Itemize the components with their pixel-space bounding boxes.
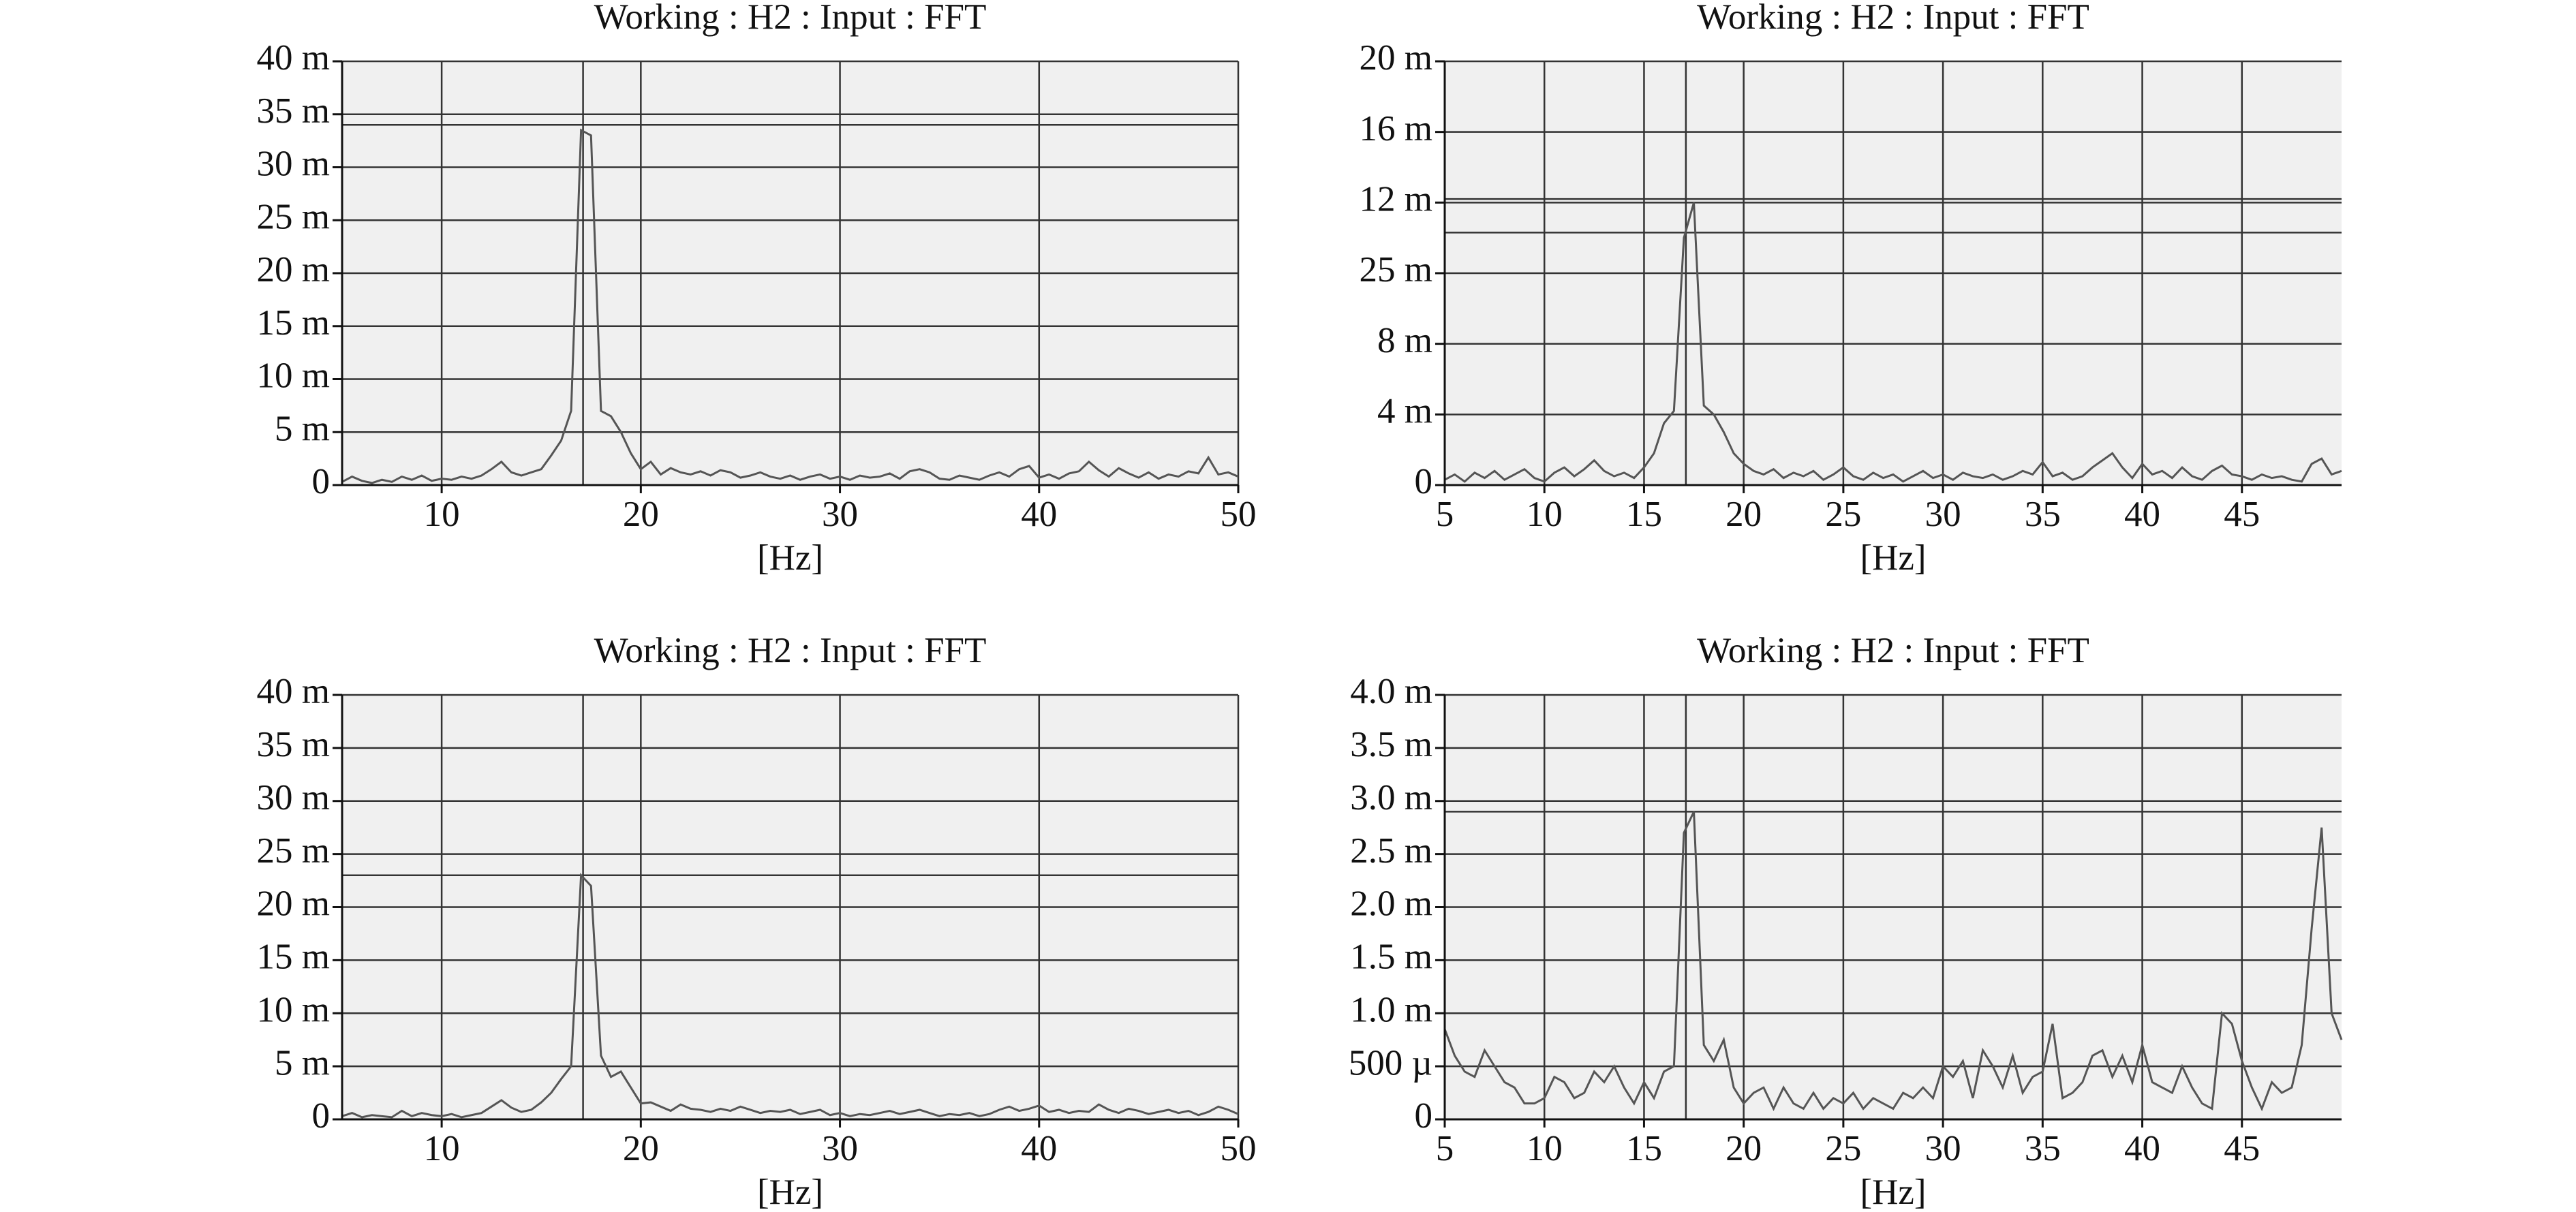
y-tick-label: 12 m [1360,179,1432,219]
x-tick-label: 45 [2224,495,2260,534]
y-tick-label: 20 m [1360,38,1432,78]
y-tick-label: 1.5 m [1350,937,1432,977]
y-tick-label: 8 m [1377,321,1432,360]
chart-title: Working : H2 : Input : FFT [594,0,987,37]
y-tick-label: 16 m [1360,109,1432,149]
x-tick-label: 10 [1527,1129,1563,1168]
y-tick-label: 10 m [257,990,330,1029]
x-tick-label: 40 [2124,1129,2160,1168]
x-axis-label: [Hz] [757,538,823,578]
y-tick-label: 500 µ [1349,1043,1432,1083]
fft-line [341,128,1239,484]
x-axis-label: [Hz] [1860,1172,1926,1212]
x-tick-label: 35 [2025,1129,2061,1168]
fft-line [341,873,1239,1119]
y-tick-label: 0 [312,1096,331,1136]
x-tick-label: 5 [1436,1129,1454,1168]
y-tick-label: 2.0 m [1350,884,1432,924]
x-tick-label: 40 [1021,1129,1057,1168]
y-tick-label: 2.5 m [1350,831,1432,871]
x-tick-label: 20 [1726,1129,1762,1168]
fft-chart: Working : H2 : Input : FFT 0 500 µ 1.0 m 1.5… [1349,631,2343,1212]
y-tick-label: 0 [312,462,331,501]
x-tick-label: 30 [1925,495,1961,534]
fft-chart: Working : H2 : Input : FFT 0 5 m 10 m 15 m 20… [257,631,1257,1212]
x-tick-label: 30 [822,495,858,534]
x-tick-label: 30 [1925,1129,1961,1168]
x-tick-label: 5 [1436,495,1454,534]
y-tick-label: 15 m [257,937,330,977]
x-tick-label: 20 [1726,495,1762,534]
y-tick-label: 40 m [257,38,330,78]
x-tick-label: 50 [1221,495,1257,534]
x-tick-label: 25 [1825,495,1861,534]
y-tick-label: 5 m [275,409,330,448]
y-tick-label: 40 m [257,672,330,711]
y-tick-label: 30 m [257,778,330,818]
x-tick-label: 40 [1021,495,1057,534]
y-tick-label: 15 m [257,303,330,343]
y-tick-label: 5 m [275,1043,330,1083]
y-tick-label: 1.0 m [1350,990,1432,1029]
chart-title: Working : H2 : Input : FFT [1697,0,2089,37]
y-tick-label: 10 m [257,356,330,396]
x-tick-label: 30 [822,1129,858,1168]
x-tick-label: 45 [2224,1129,2260,1168]
x-axis-label: [Hz] [1860,538,1926,578]
x-tick-label: 20 [623,1129,659,1168]
x-tick-label: 10 [424,1129,460,1168]
y-tick-label: 0 [1415,1096,1433,1136]
y-tick-label: 3.5 m [1350,725,1432,764]
x-tick-label: 10 [1527,495,1563,534]
x-tick-label: 50 [1221,1129,1257,1168]
x-axis-label: [Hz] [757,1172,823,1212]
y-tick-label: 35 m [257,725,330,764]
chart-title: Working : H2 : Input : FFT [594,631,987,670]
x-tick-label: 20 [623,495,659,534]
x-tick-label: 10 [424,495,460,534]
y-tick-label: 25 m [257,831,330,871]
y-tick-label: 20 m [257,250,330,290]
fft-line [1443,811,2343,1112]
x-tick-label: 25 [1825,1129,1861,1168]
y-tick-label: 4 m [1377,391,1432,431]
y-tick-label: 25 m [1360,250,1432,290]
fft-chart: Working : H2 : Input : FFT 0 4 m 8 m 25 m 12 … [1360,0,2342,578]
fft-chart: Working : H2 : Input : FFT 0 5 m 10 m 15 m 20… [257,0,1257,578]
chart-title: Working : H2 : Input : FFT [1697,631,2089,670]
y-tick-label: 30 m [257,144,330,184]
y-tick-label: 3.0 m [1350,778,1432,818]
x-tick-label: 40 [2124,495,2160,534]
x-tick-label: 35 [2025,495,2061,534]
y-tick-label: 20 m [257,884,330,924]
fft-line [1444,202,2342,483]
x-tick-label: 15 [1626,1129,1662,1168]
y-tick-label: 35 m [257,91,330,131]
x-tick-label: 15 [1626,495,1662,534]
y-tick-label: 4.0 m [1350,672,1432,711]
y-tick-label: 0 [1415,462,1433,501]
y-tick-label: 25 m [257,197,330,236]
